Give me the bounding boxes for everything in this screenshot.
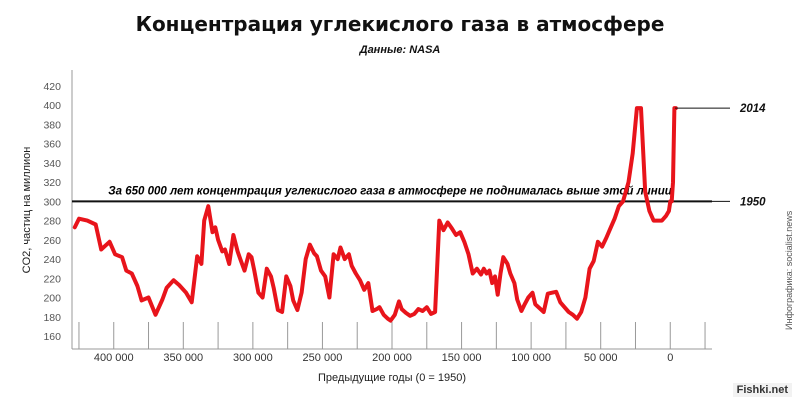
x-tick-label: 300 000	[233, 352, 273, 364]
y-tick-label: 220	[43, 273, 61, 285]
x-tick-label: 250 000	[303, 352, 343, 364]
y-tick-label: 420	[43, 81, 61, 93]
y-tick-label: 240	[43, 254, 61, 266]
y-tick-label: 360	[43, 139, 61, 151]
marker-label: 1950	[740, 196, 766, 208]
y-tick-label: 280	[43, 216, 61, 228]
infographic-credit: Инфографика: socialist.news	[784, 210, 794, 330]
x-tick-label: 50 000	[584, 352, 618, 364]
x-tick-label: 350 000	[163, 352, 203, 364]
y-tick-label: 300	[43, 196, 61, 208]
y-tick-label: 340	[43, 158, 61, 170]
reference-line-label: За 650 000 лет концентрация углекислого …	[108, 185, 672, 197]
y-tick-label: 200	[43, 293, 61, 305]
x-axis-label: Предыдущие годы (0 = 1950)	[318, 372, 466, 384]
marker-label: 2014	[739, 103, 766, 115]
y-tick-label: 400	[43, 100, 61, 112]
watermark-logo: Fishki.net	[732, 383, 792, 397]
y-axis-label: CO2, частиц на миллион	[21, 147, 33, 274]
x-tick-label: 200 000	[372, 352, 412, 364]
y-tick-label: 380	[43, 119, 61, 131]
y-tick-label: 320	[43, 177, 61, 189]
y-tick-label: 260	[43, 235, 61, 247]
x-tick-label: 150 000	[442, 352, 482, 364]
x-tick-label: 0	[667, 352, 673, 364]
x-tick-label: 100 000	[511, 352, 551, 364]
co2-series-line	[72, 106, 678, 323]
y-tick-label: 160	[43, 331, 61, 343]
chart-title: Концентрация углекислого газа в атмосфер…	[135, 12, 665, 36]
y-tick-label: 180	[43, 312, 61, 324]
x-tick-label: 400 000	[94, 352, 134, 364]
chart-subtitle: Данные: NASA	[359, 44, 441, 56]
